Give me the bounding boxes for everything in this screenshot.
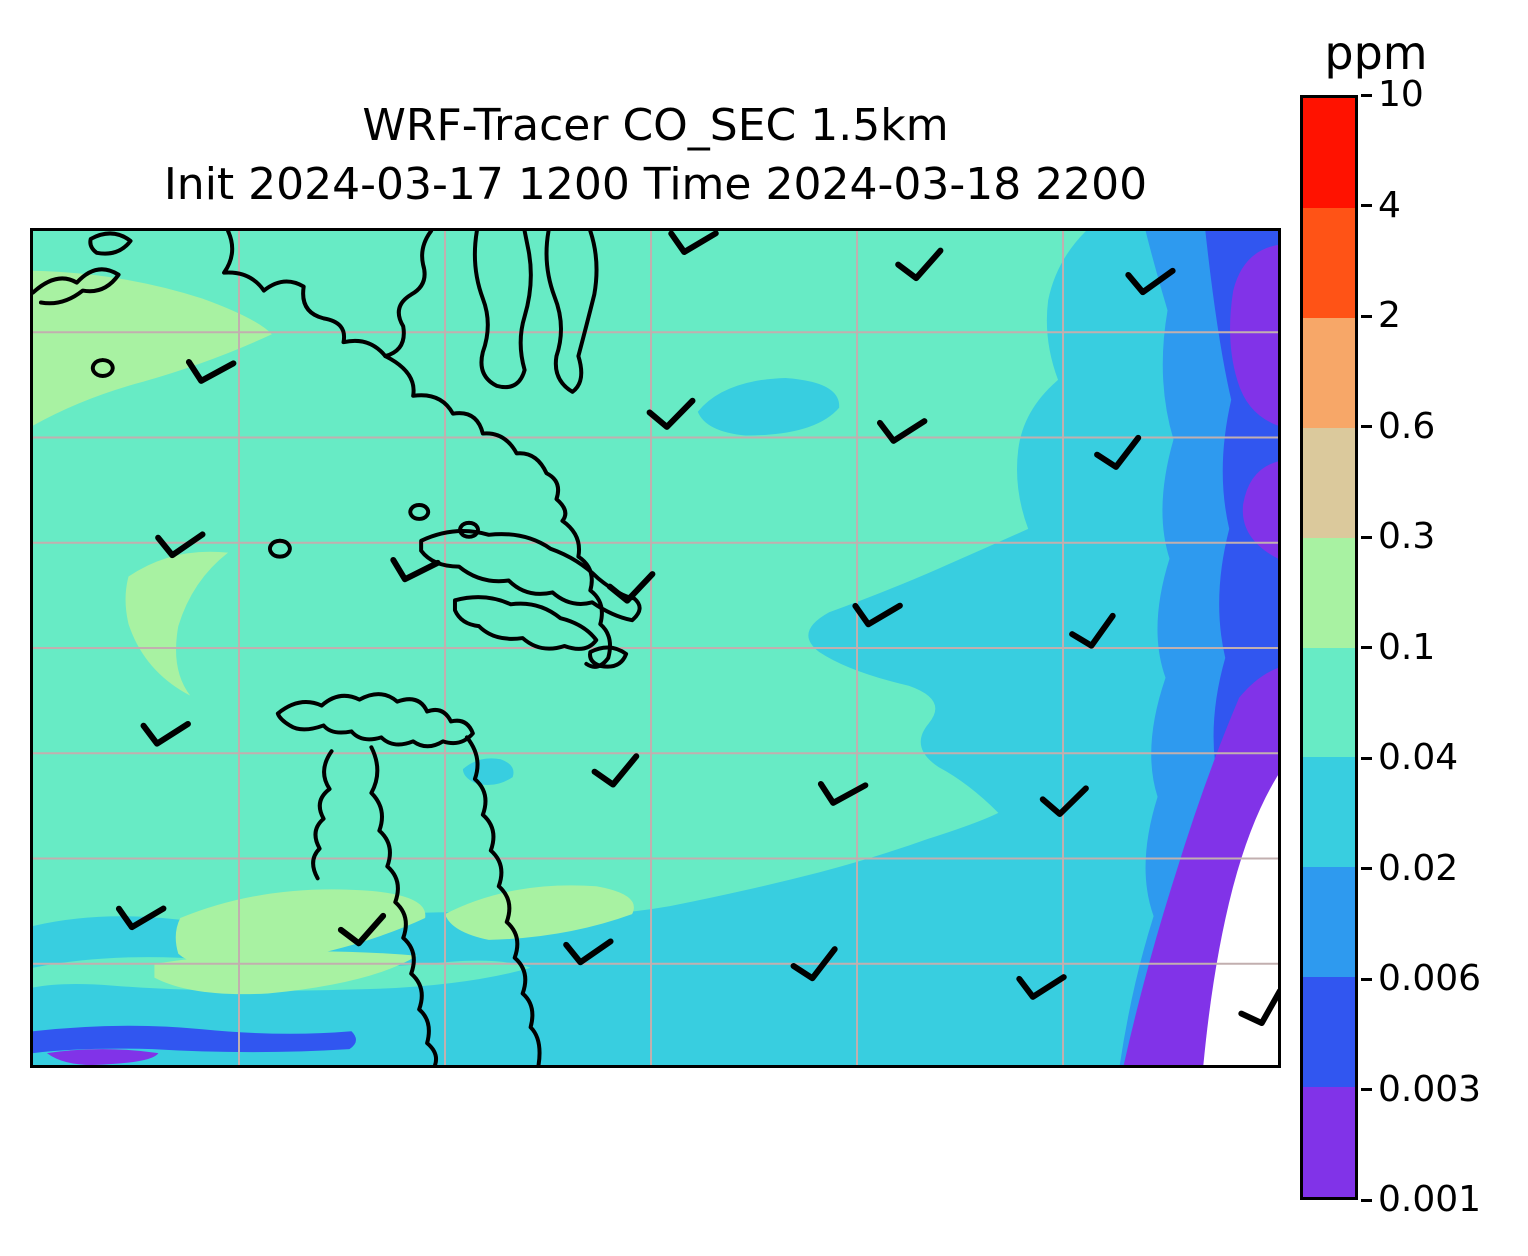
wind-barb — [1238, 988, 1278, 1027]
contour-fill-palegreen-south-3 — [445, 885, 634, 940]
colorbar-tick-mark — [1361, 204, 1372, 207]
wind-barb — [337, 912, 387, 947]
wind-barb — [591, 753, 640, 788]
contour-fill-purple-southwest-streak — [46, 1049, 159, 1065]
wind-barb — [817, 781, 869, 806]
colorbar — [1300, 95, 1358, 1200]
title-line-2: Init 2024-03-17 1200 Time 2024-03-18 220… — [163, 159, 1148, 210]
contour-fill-palegreen-west-crescent — [125, 551, 229, 696]
colorbar-tick-mark — [1361, 535, 1372, 539]
colorbar-tick-mark — [1361, 425, 1372, 428]
coastline — [88, 231, 133, 256]
colorbar-tick-mark — [1361, 977, 1372, 981]
colorbar-tick-mark — [1361, 867, 1372, 870]
figure-title: WRF-Tracer CO_SEC 1.5km Init 2024-03-17 … — [30, 96, 1281, 214]
coastline — [267, 538, 292, 559]
coastline — [222, 231, 434, 359]
map-axes — [30, 228, 1281, 1068]
colorbar-segment — [1303, 1087, 1355, 1198]
wind-barb — [115, 905, 167, 931]
wind-barb — [1094, 434, 1142, 470]
wind-barb — [1039, 785, 1089, 818]
colorbar-tick-mark — [1361, 756, 1372, 760]
coastline — [275, 692, 475, 749]
colorbar-tick-mark — [1361, 1198, 1372, 1202]
contour-fill-cyan-center-patch — [697, 377, 840, 436]
coastline — [33, 267, 121, 306]
colorbar-tick-label: 0.6 — [1378, 405, 1436, 447]
wind-barb — [390, 556, 441, 583]
wind-barb — [1016, 974, 1067, 1000]
colorbar-tick-label: 2 — [1378, 295, 1401, 336]
contour-fill-palegreen-south-2 — [154, 951, 418, 995]
coastline — [408, 503, 431, 521]
colorbar-segment — [1303, 98, 1355, 208]
wind-barb — [140, 720, 191, 747]
colorbar-tick-label: 4 — [1378, 184, 1401, 226]
colorbar-tick-mark — [1361, 93, 1372, 97]
colorbar-tick-label: 0.04 — [1378, 737, 1459, 778]
contour-fill-white-southeast-corner — [1203, 775, 1278, 1065]
colorbar-segment — [1303, 427, 1355, 538]
wind-barb — [876, 418, 928, 444]
coastline — [311, 749, 334, 881]
wind-barb — [606, 571, 656, 604]
colorbar-tick-mark — [1361, 646, 1372, 649]
colorbar-segment — [1303, 977, 1355, 1088]
colorbar-units-label: ppm — [1324, 26, 1428, 80]
colorbar-tick-label: 0.3 — [1378, 516, 1436, 557]
wind-barb — [1069, 612, 1116, 649]
colorbar-segment — [1303, 757, 1355, 868]
wind-barb — [1125, 267, 1176, 296]
wind-barb — [646, 397, 696, 430]
coastline — [464, 735, 542, 1065]
contour-fill-purple-east-patch-2 — [1242, 461, 1278, 559]
wind-barb — [895, 247, 944, 282]
colorbar-ticks: 10 4 2 0.6 0.3 0.1 0.04 0.02 0.006 0.003 0.001 — [1361, 76, 1526, 1219]
coastline — [472, 231, 533, 390]
colorbar-segment — [1303, 207, 1355, 318]
colorbar-tick-label: 0.001 — [1378, 1179, 1482, 1220]
coastline — [452, 595, 599, 651]
wind-barb — [668, 231, 719, 255]
coastline — [544, 231, 599, 394]
colorbar-tick-mark — [1361, 1088, 1372, 1091]
wind-barb — [790, 946, 838, 982]
coastline — [383, 354, 612, 669]
colorbar-segment — [1303, 647, 1355, 758]
colorbar-tick-label: 0.02 — [1378, 847, 1459, 889]
map-svg — [33, 231, 1278, 1065]
contour-fill-purple-east-patch-1 — [1230, 244, 1278, 426]
coastline — [369, 745, 439, 1065]
colorbar-tick-mark — [1361, 314, 1372, 318]
coastline — [90, 358, 115, 378]
coastline — [458, 520, 480, 539]
coastline — [419, 529, 642, 623]
colorbar-tick-label: 0.006 — [1378, 958, 1482, 999]
colorbar-tick-label: 10 — [1378, 74, 1424, 115]
coastline — [588, 645, 629, 669]
contour-fill-blue-southwest-streak — [33, 1025, 356, 1054]
contour-fill-palegreen-northwest — [33, 270, 272, 426]
title-line-1: WRF-Tracer CO_SEC 1.5km — [362, 100, 949, 151]
wind-barb — [852, 602, 903, 628]
contour-fill-cyan-east-south — [33, 231, 1278, 1065]
wind-barb — [185, 359, 237, 384]
wind-barb — [155, 531, 206, 559]
wind-barb — [563, 938, 614, 966]
colorbar-tick-label: 0.1 — [1378, 626, 1436, 668]
colorbar-segment — [1303, 867, 1355, 978]
colorbar-segment — [1303, 317, 1355, 428]
colorbar-tick-label: 0.003 — [1378, 1068, 1482, 1110]
colorbar-segment — [1303, 537, 1355, 648]
